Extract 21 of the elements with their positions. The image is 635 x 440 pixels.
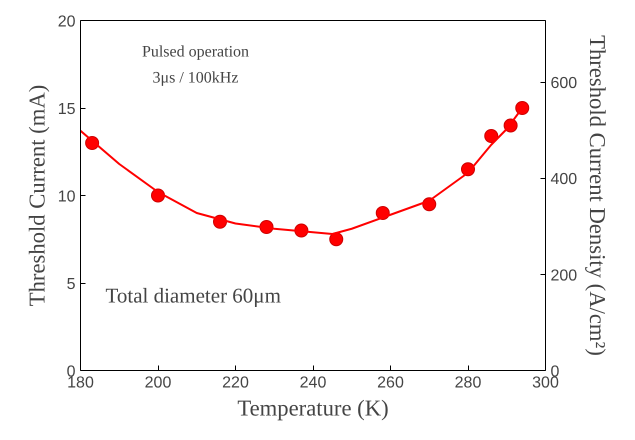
y2-tick-label: 600 [550,75,578,92]
x-tick-label: 220 [222,374,249,392]
point [329,232,344,246]
y-tick-label: 15 [58,101,76,118]
y2-tick-label: 400 [550,171,578,188]
annotation: Pulsed operation [142,44,250,60]
x-tick-label: 240 [300,374,326,392]
y-axis-title: Threshold Current (mA) [24,84,50,306]
y2-tick-label: 200 [550,267,578,284]
y-tick-label: 10 [58,188,76,206]
y-tick-label: 20 [58,14,76,30]
x-tick-label: 260 [377,374,404,392]
x-tick-label: 280 [454,374,482,392]
x-axis-title: Temperature (K) [237,396,389,420]
y2-axis-title: Threshold Current Density (A/cm²) [585,35,610,356]
annotation: 3μs / 100kHz [152,70,238,86]
y-tick-label: 5 [66,276,76,293]
point [484,129,498,143]
point [515,101,530,115]
x-tick-label: 200 [144,374,172,392]
annotation: Total diameter 60μm [106,284,281,308]
